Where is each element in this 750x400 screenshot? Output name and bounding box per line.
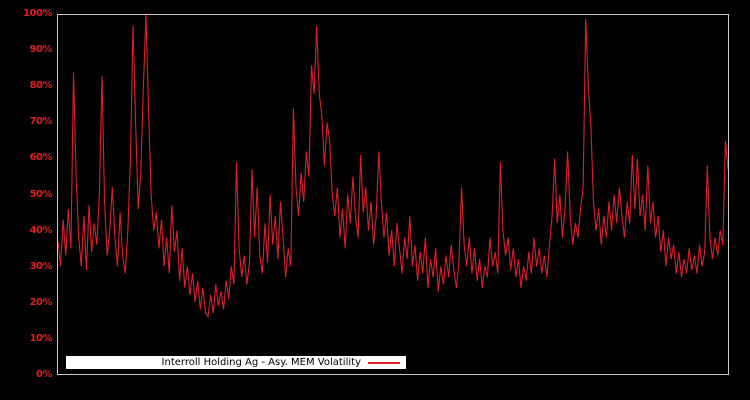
y-axis-tick-label: 90%: [29, 44, 53, 56]
volatility-line-chart: [58, 15, 728, 319]
y-axis-tick-label: 60%: [29, 152, 53, 164]
legend-line-marker-icon: [368, 361, 400, 364]
y-axis-tick-label: 80%: [29, 80, 53, 92]
legend-label: Interroll Holding Ag - Asy. MEM Volatili…: [161, 356, 361, 368]
y-axis-tick-label: 20%: [29, 296, 53, 308]
y-axis-tick-label: 40%: [29, 224, 53, 236]
y-axis-tick-label: 0%: [36, 369, 52, 380]
y-axis-tick-label: 70%: [29, 116, 53, 128]
legend: Interroll Holding Ag - Asy. MEM Volatili…: [66, 356, 406, 369]
plot-area: Interroll Holding Ag - Asy. MEM Volatili…: [57, 14, 729, 375]
y-axis-tick-label: 10%: [29, 332, 53, 344]
y-axis-tick-label: 30%: [29, 260, 53, 272]
y-axis-tick-label: 50%: [29, 188, 53, 200]
y-axis: 100% 90% 80% 70% 60% 50% 40% 30% 20% 10% 0%: [0, 0, 52, 400]
y-axis-tick-label: 100%: [23, 8, 52, 19]
volatility-line-series: [58, 15, 728, 319]
